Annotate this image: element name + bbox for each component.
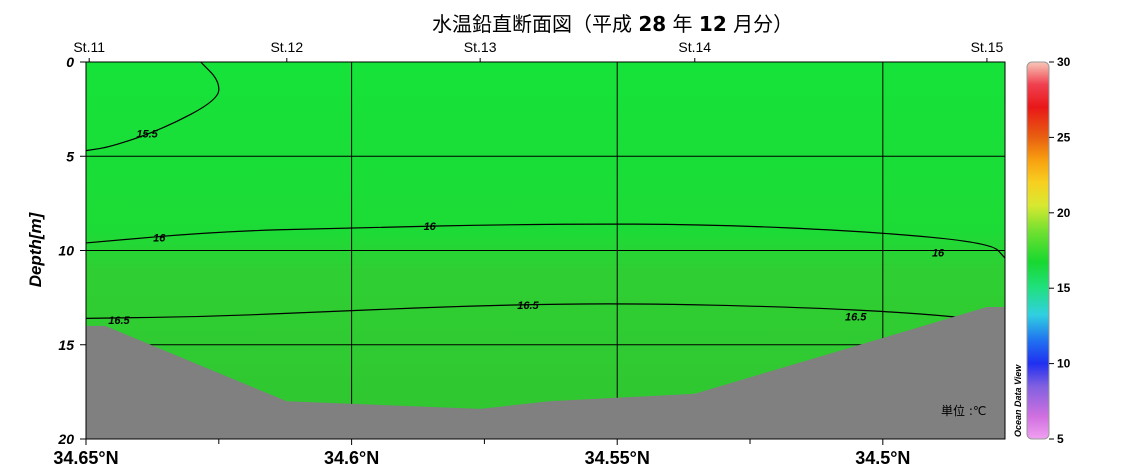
station-labels: St.11 St.12 St.13 St.14 St.15 xyxy=(73,39,1003,62)
x-tick-label-2: 34.55°N xyxy=(585,448,650,468)
x-tick-label-0: 34.65°N xyxy=(53,448,118,468)
y-tick-label-10: 10 xyxy=(58,243,74,259)
colorbar-ticks: 30 25 20 15 10 5 xyxy=(1049,55,1071,446)
unit-note: 単位 :℃ xyxy=(941,403,986,418)
contour-label-16.5-1: 16.5 xyxy=(517,300,539,312)
station-label-St.15: St.15 xyxy=(971,39,1004,55)
y-axis-label: Depth[m] xyxy=(26,211,45,287)
x-tick-label-3: 34.5°N xyxy=(855,448,910,468)
contour-label-16.5-0: 16.5 xyxy=(108,315,130,327)
contour-lines: 15.5 16 16 16 16.5 16.5 16.5 xyxy=(85,61,1006,327)
contour-line-15.5 xyxy=(85,61,220,152)
contour-label-16-1: 16 xyxy=(424,221,437,233)
station-label-St.14: St.14 xyxy=(678,39,711,55)
colorbar-label-15: 15 xyxy=(1057,281,1071,295)
seafloor-area xyxy=(86,307,1005,439)
y-tick-label-20: 20 xyxy=(57,431,74,447)
colorbar-label-5: 5 xyxy=(1057,432,1064,446)
colorbar-label-10: 10 xyxy=(1057,357,1071,371)
title-background xyxy=(429,8,833,38)
contour-label-16.5-2: 16.5 xyxy=(845,311,867,323)
y-tick-label-15: 15 xyxy=(58,337,74,353)
station-label-St.12: St.12 xyxy=(270,39,303,55)
colorbar-label-20: 20 xyxy=(1057,206,1071,220)
station-label-St.11: St.11 xyxy=(73,39,105,55)
station-label-St.13: St.13 xyxy=(464,39,497,55)
chart-title: 水温鉛直断面図（平成 28 年 12 月分） xyxy=(432,12,793,36)
colorbar xyxy=(1026,61,1050,440)
contour-label-16-0: 16 xyxy=(153,232,166,244)
odv-credit: Ocean Data View xyxy=(1013,364,1023,437)
contour-label-15.5-0: 15.5 xyxy=(136,129,158,141)
y-tick-label-0: 0 xyxy=(66,54,74,70)
y-tick-label-5: 5 xyxy=(66,148,74,164)
contour-line-16 xyxy=(85,223,1006,259)
colorbar-label-30: 30 xyxy=(1057,55,1071,69)
contour-line-16.5 xyxy=(85,303,992,321)
contour-label-16-2: 16 xyxy=(932,247,945,259)
colorbar-label-25: 25 xyxy=(1057,130,1071,144)
x-tick-label-1: 34.6°N xyxy=(324,448,379,468)
